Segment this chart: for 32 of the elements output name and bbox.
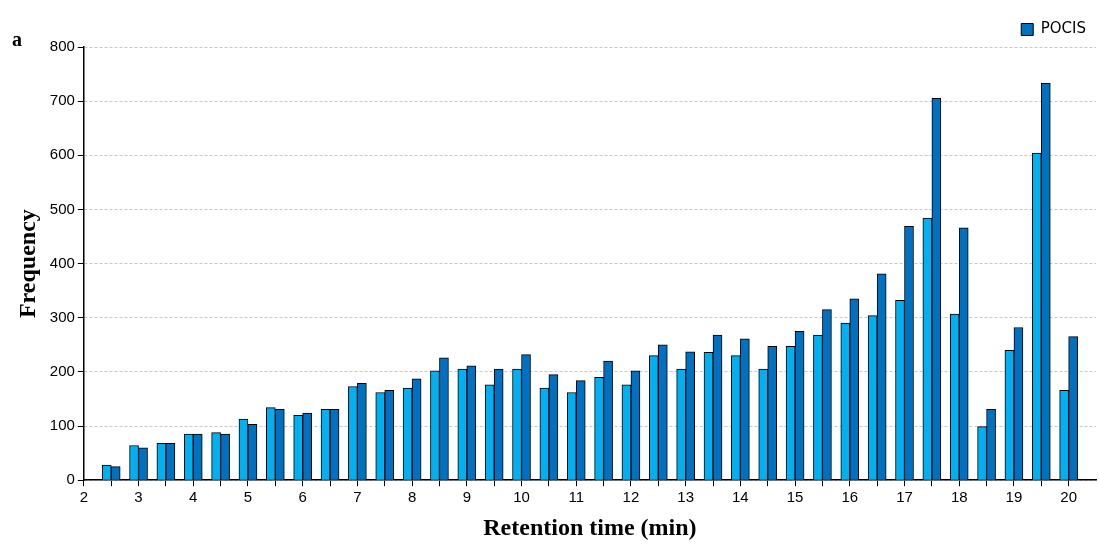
x-tick-label: 13 bbox=[677, 488, 694, 506]
y-tick-label: 700 bbox=[49, 91, 75, 109]
y-tick-label: 200 bbox=[49, 362, 75, 380]
y-tick-label: 600 bbox=[49, 145, 75, 163]
x-tick-label: 16 bbox=[841, 488, 859, 506]
x-tick-label: 14 bbox=[732, 488, 749, 506]
x-tick-label: 15 bbox=[786, 488, 804, 506]
x-tick-label: 3 bbox=[134, 488, 143, 506]
legend-label: POCIS bbox=[1040, 19, 1087, 38]
x-tick-label: 7 bbox=[353, 488, 362, 506]
x-tick-label: 12 bbox=[622, 488, 640, 506]
y-tick-label: 500 bbox=[49, 199, 75, 217]
x-tick-label: 9 bbox=[462, 488, 471, 506]
x-tick-label: 8 bbox=[407, 488, 417, 506]
y-tick-label: 800 bbox=[49, 37, 75, 55]
x-tick-label: 17 bbox=[896, 488, 913, 506]
x-tick-label: 6 bbox=[298, 488, 307, 506]
y-tick-label: 400 bbox=[49, 253, 75, 271]
y-tick-label: 300 bbox=[49, 307, 75, 325]
x-tick-label: 10 bbox=[513, 488, 530, 506]
x-tick-label: 4 bbox=[189, 488, 198, 506]
x-tick-label: 18 bbox=[950, 488, 968, 506]
x-tick-label: 11 bbox=[568, 488, 585, 506]
x-tick-label: 20 bbox=[1060, 488, 1077, 506]
y-axis-title: Frequency bbox=[13, 209, 40, 319]
x-tick-label: 5 bbox=[243, 488, 253, 506]
text: a bbox=[12, 28, 22, 51]
x-axis-title: Retention time (min) bbox=[483, 513, 697, 540]
x-tick-label: 2 bbox=[79, 488, 88, 506]
y-tick-label: 0 bbox=[66, 470, 75, 488]
y-tick-label: 100 bbox=[49, 416, 75, 434]
x-tick-label: 19 bbox=[1005, 488, 1023, 506]
